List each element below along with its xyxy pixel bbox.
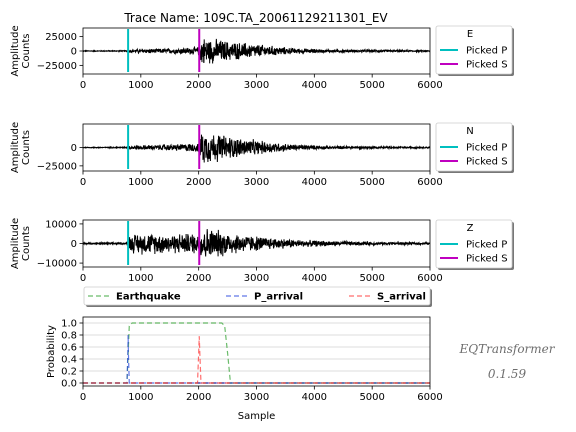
legend-title: N — [466, 126, 473, 137]
x-tick-label: 0 — [80, 177, 86, 188]
waveform-trace — [83, 129, 430, 163]
y-tick-label: 0 — [71, 239, 77, 250]
x-tick-label: 1000 — [128, 80, 153, 91]
legend-title: E — [467, 29, 473, 40]
legend-label: Picked P — [466, 143, 507, 154]
legend-label: Picked P — [466, 46, 507, 57]
plot-area — [83, 221, 430, 265]
x-axis-label: Sample — [238, 411, 276, 422]
panel-probability: 0 1000 2000 3000 4000 5000 6000 0.00.20.40.60.8… — [46, 286, 443, 422]
x-tick-label: 3000 — [244, 80, 269, 91]
plot-area — [83, 125, 430, 169]
x-tick-label: 3000 — [244, 273, 269, 284]
y-tick-label: −10000 — [37, 259, 77, 270]
plot-area — [83, 322, 430, 384]
x-tick-label: 1000 — [128, 273, 153, 284]
legend-box — [435, 122, 513, 172]
y-tick-label: 0.2 — [61, 367, 77, 378]
y-axis-label-line: Counts — [21, 34, 32, 69]
y-tick-label: −25000 — [37, 61, 77, 72]
y-axis-label: AmplitudeCounts — [10, 218, 32, 269]
x-tick-label: 6000 — [417, 273, 442, 284]
y-axis-label: AmplitudeCounts — [10, 122, 32, 173]
legend-label: Picked S — [466, 157, 508, 168]
x-tick-label: 0 — [80, 80, 86, 91]
y-tick-label: 25000 — [45, 32, 77, 43]
legend-label: Earthquake — [116, 292, 181, 303]
axes-frame — [82, 316, 431, 387]
x-tick-label: 4000 — [302, 80, 327, 91]
plot-area — [83, 29, 430, 72]
legend: Z Picked P Picked S — [435, 219, 514, 270]
figure-title: Trace Name: 109C.TA_20061129211301_EV — [123, 11, 388, 25]
x-tick-label: 4000 — [302, 273, 327, 284]
x-tick-label: 4000 — [302, 392, 327, 403]
x-tick-label: 5000 — [359, 80, 384, 91]
y-axis-label-line: Amplitude — [10, 218, 21, 269]
y-tick-label: 0 — [71, 47, 77, 58]
x-tick-label: 3000 — [244, 392, 269, 403]
brand-version: 0.1.59 — [488, 367, 527, 381]
legend: E Picked P Picked S — [435, 25, 514, 76]
legend-box — [83, 286, 431, 306]
x-tick-label: 3000 — [244, 177, 269, 188]
series-s-arrival-line — [83, 336, 430, 384]
y-tick-label: 1.0 — [61, 319, 77, 330]
y-tick-label: 10000 — [45, 219, 77, 230]
y-axis-label: AmplitudeCounts — [10, 25, 32, 76]
x-tick-label: 6000 — [417, 177, 442, 188]
waveform-trace — [83, 229, 430, 259]
y-axis-label-line: Probability — [46, 325, 57, 378]
y-tick-label: −25000 — [37, 161, 77, 172]
x-tick-label: 6000 — [417, 80, 442, 91]
waveform-trace — [83, 38, 430, 64]
legend: Earthquake P_arrival S_arrival — [83, 286, 432, 307]
x-tick-label: 1000 — [128, 177, 153, 188]
y-tick-label: 0.8 — [61, 331, 77, 342]
x-tick-label: 6000 — [417, 392, 442, 403]
legend: N Picked P Picked S — [435, 122, 514, 173]
legend-title: Z — [467, 223, 474, 234]
series-earthquake-line — [83, 322, 430, 384]
x-tick-label: 0 — [80, 392, 86, 403]
y-tick-label: 0 — [71, 143, 77, 154]
x-tick-label: 2000 — [186, 392, 211, 403]
legend-label: Picked S — [466, 254, 508, 265]
legend-label: Picked S — [466, 60, 508, 71]
panel-e: 0 1000 2000 3000 4000 5000 6000250000−25000Amp… — [10, 25, 514, 91]
legend-label: S_arrival — [377, 292, 426, 303]
x-tick-label: 5000 — [359, 273, 384, 284]
y-tick-label: 0.4 — [61, 355, 77, 366]
legend-label: Picked P — [466, 240, 507, 251]
y-tick-label: 0.6 — [61, 343, 77, 354]
panels-group: 0 1000 2000 3000 4000 5000 6000250000−25000Amp… — [10, 25, 514, 422]
x-tick-label: 5000 — [359, 392, 384, 403]
brand-name: EQTransformer — [459, 342, 556, 356]
x-tick-label: 2000 — [186, 273, 211, 284]
x-tick-label: 2000 — [186, 80, 211, 91]
y-axis-label: Probability — [46, 325, 57, 378]
y-axis-label-line: Counts — [21, 130, 32, 165]
legend-box — [435, 25, 513, 75]
x-tick-label: 2000 — [186, 177, 211, 188]
y-axis-label-line: Amplitude — [10, 122, 21, 173]
x-tick-label: 0 — [80, 273, 86, 284]
y-tick-label: 0.0 — [61, 379, 77, 390]
legend-box — [435, 219, 513, 269]
x-tick-label: 4000 — [302, 177, 327, 188]
x-tick-label: 5000 — [359, 177, 384, 188]
y-axis-label-line: Amplitude — [10, 25, 21, 76]
panel-n: 0 1000 2000 3000 4000 5000 60000−25000Amplitud… — [10, 122, 514, 188]
panel-z: 0 1000 2000 3000 4000 5000 6000100000−10000Amp… — [10, 218, 514, 284]
x-tick-label: 1000 — [128, 392, 153, 403]
y-axis-label-line: Counts — [21, 226, 32, 261]
legend-label: P_arrival — [254, 292, 303, 303]
